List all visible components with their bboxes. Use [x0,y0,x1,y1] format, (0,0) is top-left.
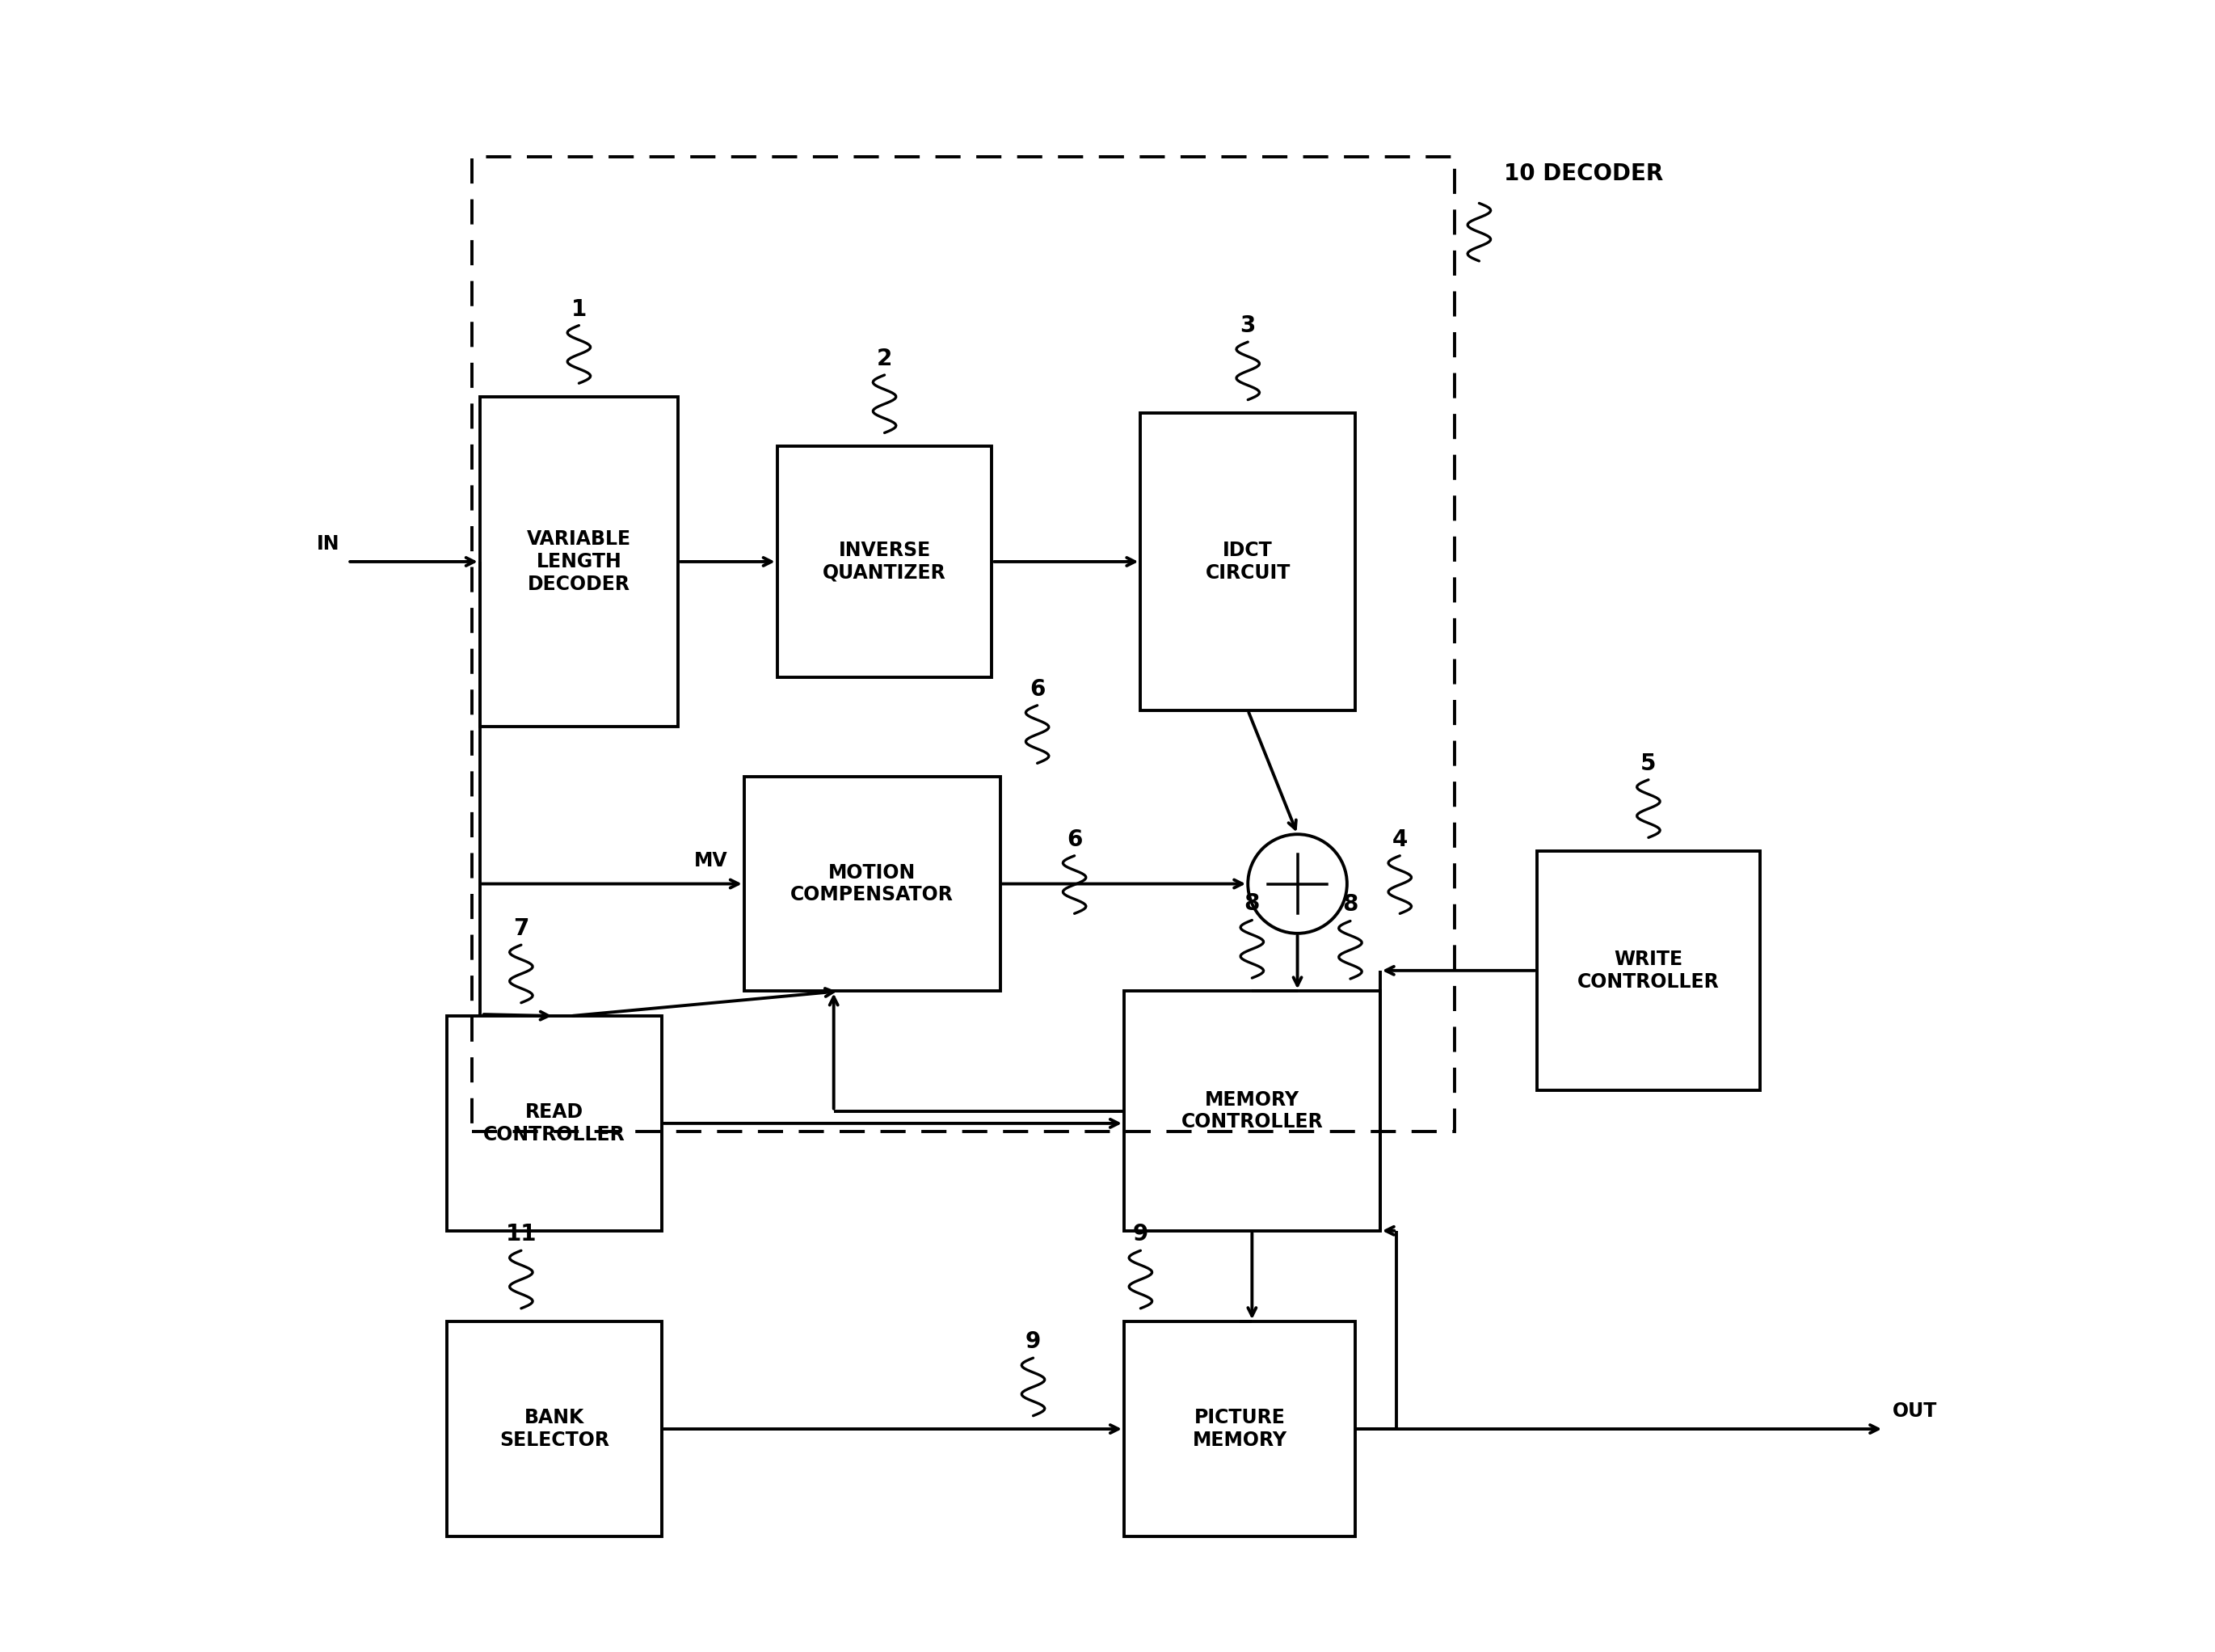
Bar [1141,413,1356,710]
Text: 8: 8 [1245,892,1260,915]
Text: 2: 2 [877,347,893,370]
Bar [447,1016,662,1231]
Text: IN: IN [317,534,339,553]
Text: IDCT
CIRCUIT: IDCT CIRCUIT [1205,540,1291,583]
Text: 4: 4 [1391,828,1409,851]
Bar [447,1322,662,1536]
Text: 9: 9 [1132,1222,1147,1246]
Text: BANK
SELECTOR: BANK SELECTOR [498,1408,609,1450]
Bar [777,446,992,677]
Bar [472,157,1455,1132]
Text: OUT: OUT [1892,1401,1936,1421]
Text: WRITE
CONTROLLER: WRITE CONTROLLER [1577,950,1719,991]
Text: VARIABLE
LENGTH
DECODER: VARIABLE LENGTH DECODER [527,530,631,593]
Text: 7: 7 [514,917,529,940]
Text: INVERSE
QUANTIZER: INVERSE QUANTIZER [822,540,946,583]
Bar [1537,851,1761,1090]
Text: 6: 6 [1030,677,1045,700]
Bar [744,776,1001,991]
Bar [1123,1322,1356,1536]
Text: PICTURE
MEMORY: PICTURE MEMORY [1192,1408,1287,1450]
Text: MV: MV [693,851,727,871]
Text: 8: 8 [1342,894,1358,915]
Text: 9: 9 [1026,1330,1041,1353]
Text: 11: 11 [505,1222,536,1246]
Text: 1: 1 [571,297,587,320]
Bar [481,396,678,727]
Text: READ
CONTROLLER: READ CONTROLLER [483,1102,625,1145]
Bar [1123,991,1380,1231]
Text: MOTION
COMPENSATOR: MOTION COMPENSATOR [791,862,955,905]
Text: 5: 5 [1641,752,1657,775]
Text: 3: 3 [1240,314,1256,337]
Text: 6: 6 [1068,828,1083,851]
Text: MEMORY
CONTROLLER: MEMORY CONTROLLER [1181,1090,1322,1132]
Text: 10 DECODER: 10 DECODER [1504,162,1663,185]
